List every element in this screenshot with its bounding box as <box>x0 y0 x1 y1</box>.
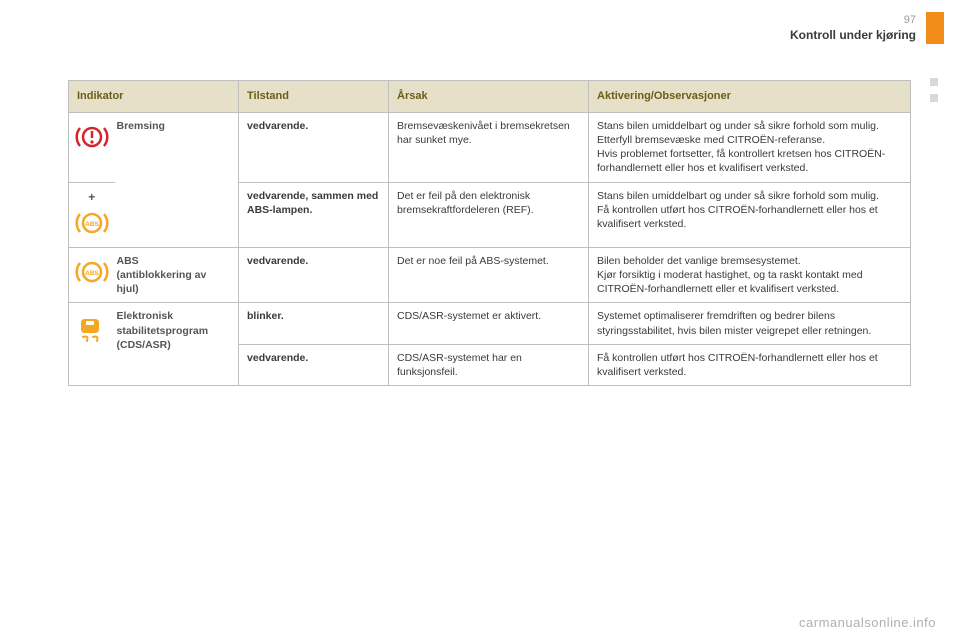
plus-icon: + <box>71 189 113 205</box>
aktivering-cell: Få kontrollen utført hos CITROËN-forhand… <box>589 344 911 385</box>
section-title: Kontroll under kjøring <box>790 28 916 42</box>
tilstand-cell: vedvarende, sammen med ABS-lampen. <box>239 182 389 247</box>
col-tilstand: Tilstand <box>239 81 389 113</box>
indicator-label: ABS(antiblokkering av hjul) <box>115 247 239 303</box>
table-row: Elektronisk stabilitetsprogram (CDS/ASR)… <box>69 303 911 344</box>
page-number: 97 <box>904 14 916 26</box>
warning-indicator-table: Indikator Tilstand Årsak Aktivering/Obse… <box>68 80 911 386</box>
arsak-cell: Bremsevæskenivået i bremsekretsen har su… <box>389 112 589 182</box>
table-row: ABS ABS(antiblokkering av hjul) vedvaren… <box>69 247 911 303</box>
indicator-label: Elektronisk stabilitetsprogram (CDS/ASR) <box>115 303 239 386</box>
icon-cell: ABS <box>69 247 115 303</box>
col-aktivering: Aktivering/Observasjoner <box>589 81 911 113</box>
arsak-cell: CDS/ASR-systemet er aktivert. <box>389 303 589 344</box>
col-arsak: Årsak <box>389 81 589 113</box>
tilstand-cell: vedvarende. <box>239 247 389 303</box>
table-header-row: Indikator Tilstand Årsak Aktivering/Obse… <box>69 81 911 113</box>
corner-accent <box>926 12 944 44</box>
footer-watermark: carmanualsonline.info <box>799 615 936 630</box>
icon-cell <box>69 303 115 386</box>
arsak-cell: CDS/ASR-systemet har en funksjonsfeil. <box>389 344 589 385</box>
indicator-label: Bremsing <box>115 112 239 247</box>
abs-warning-icon: ABS <box>75 209 109 241</box>
arsak-cell: Det er feil på den elektronisk bremsekra… <box>389 182 589 247</box>
brake-warning-icon <box>75 123 109 155</box>
aktivering-cell: Stans bilen umiddelbart og under så sikr… <box>589 182 911 247</box>
aktivering-cell: Bilen beholder det vanlige bremsesysteme… <box>589 247 911 303</box>
tilstand-cell: blinker. <box>239 303 389 344</box>
abs-warning-icon: ABS <box>75 258 109 290</box>
aktivering-cell: Systemet optimaliserer fremdriften og be… <box>589 303 911 344</box>
arsak-cell: Det er noe feil på ABS-systemet. <box>389 247 589 303</box>
side-indicator-dots <box>930 78 942 110</box>
tilstand-cell: vedvarende. <box>239 112 389 182</box>
icon-cell: + ABS <box>69 182 115 247</box>
esp-warning-icon <box>75 313 109 351</box>
col-indikator: Indikator <box>69 81 239 113</box>
tilstand-cell: vedvarende. <box>239 344 389 385</box>
svg-text:ABS: ABS <box>85 270 99 277</box>
icon-cell <box>69 112 115 182</box>
table-row: Bremsing vedvarende. Bremsevæskenivået i… <box>69 112 911 182</box>
svg-text:ABS: ABS <box>85 221 99 228</box>
aktivering-cell: Stans bilen umiddelbart og under så sikr… <box>589 112 911 182</box>
